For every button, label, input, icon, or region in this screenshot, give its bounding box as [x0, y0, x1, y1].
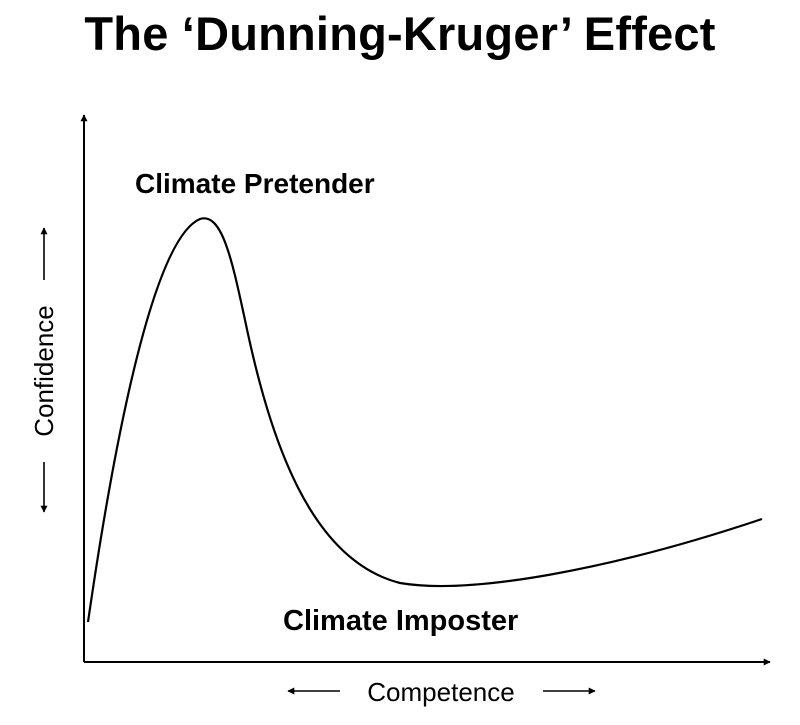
page-title: The ‘Dunning-Kruger’ Effect [84, 7, 716, 60]
peak-label: Climate Pretender [135, 168, 375, 199]
confidence-curve [86, 217, 763, 623]
valley-label: Climate Imposter [283, 605, 518, 637]
x-axis-label: Competence [367, 677, 514, 707]
y-axis-label: Confidence [29, 305, 59, 437]
